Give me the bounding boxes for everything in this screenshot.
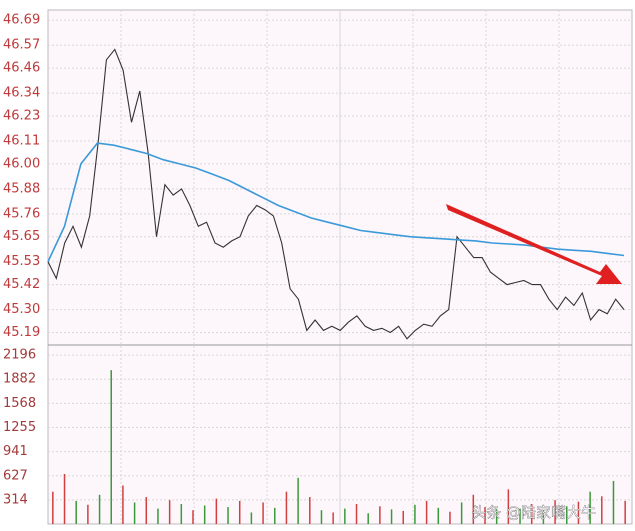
volume-bar — [63, 474, 66, 524]
y-tick-label: 45.30 — [3, 302, 40, 317]
volume-bar — [460, 502, 463, 524]
volume-bar — [227, 507, 229, 524]
volume-bar — [577, 501, 580, 524]
volume-bar — [390, 509, 393, 524]
volume-bar — [437, 507, 440, 524]
volume-bar — [168, 500, 171, 524]
volume-bar — [133, 502, 136, 524]
y-tick-label: 46.57 — [3, 38, 40, 53]
volume-bar — [192, 510, 194, 524]
price-line — [47, 48, 625, 340]
volume-bar — [402, 510, 404, 524]
chart-layer: 46.69 46.57 46.46 46.34 46.23 46.11 46.00 45.88… — [3, 13, 632, 524]
y-tick-label: 45.19 — [3, 325, 40, 340]
volume-bar — [320, 510, 323, 524]
volume-bar — [344, 508, 346, 524]
y-tick-label: 46.69 — [3, 13, 40, 28]
volume-bar — [180, 504, 183, 524]
volume-bar — [203, 505, 206, 524]
volume-bar — [238, 500, 241, 524]
y-tick-label: 1882 — [3, 372, 36, 387]
volume-bar — [215, 498, 218, 524]
vertical-grid — [120, 10, 560, 524]
volume-bar — [601, 496, 603, 524]
volume-bar — [98, 494, 101, 524]
volume-bar — [367, 513, 369, 524]
y-tick-label: 45.53 — [3, 254, 40, 269]
volume-bar — [472, 494, 475, 524]
volume-bar — [110, 370, 112, 524]
volume-bar — [414, 504, 416, 524]
volume-bar — [425, 500, 428, 524]
y-tick-label: 45.88 — [3, 181, 40, 196]
y-tick-label: 314 — [3, 492, 28, 507]
volume-bar — [157, 508, 159, 524]
volume-bar — [309, 497, 311, 524]
y-tick-label: 2196 — [3, 348, 36, 363]
y-tick-label: 627 — [3, 468, 28, 483]
volume-bar — [285, 491, 288, 524]
volume-bar — [262, 502, 264, 524]
y-tick-label: 1568 — [3, 396, 36, 411]
volume-bar — [449, 511, 451, 524]
volume-bar — [554, 500, 556, 524]
volume-bar — [612, 480, 615, 524]
watermark: 头条 @陆家嘴大牛 — [471, 504, 596, 522]
y-tick-label: 46.23 — [3, 109, 40, 124]
price-line — [47, 142, 625, 263]
volume-bar — [122, 485, 124, 524]
volume-bar — [75, 500, 77, 524]
volume-bar — [355, 504, 358, 524]
y-tick-label: 45.42 — [3, 277, 40, 292]
volume-bar — [624, 500, 626, 524]
arrow — [446, 204, 622, 284]
volume-bar — [566, 506, 568, 524]
volume-bar — [542, 510, 545, 524]
y-tick-label: 46.34 — [3, 86, 40, 101]
volume-bar — [495, 509, 498, 524]
volume-bar — [87, 504, 89, 524]
volume-bar — [530, 504, 533, 524]
volume-bar — [332, 512, 334, 524]
volume-bar — [589, 491, 591, 524]
volume-bar — [484, 507, 486, 524]
y-tick-label: 45.65 — [3, 229, 40, 244]
volume-bar — [519, 508, 521, 524]
volume-bar — [145, 497, 148, 524]
y-tick-label: 45.76 — [3, 206, 40, 221]
y-tick-label: 46.00 — [3, 156, 40, 171]
y-tick-label: 1255 — [3, 420, 36, 435]
volume-bar — [250, 512, 253, 524]
volume-bar — [52, 491, 54, 524]
volume-bar — [507, 489, 510, 524]
y-tick-label: 46.46 — [3, 61, 40, 76]
volume-bar — [297, 477, 299, 524]
y-tick-label: 941 — [3, 444, 28, 459]
y-tick-label: 46.11 — [3, 133, 40, 148]
volume-bar — [274, 507, 276, 524]
volume-bar — [379, 506, 381, 524]
